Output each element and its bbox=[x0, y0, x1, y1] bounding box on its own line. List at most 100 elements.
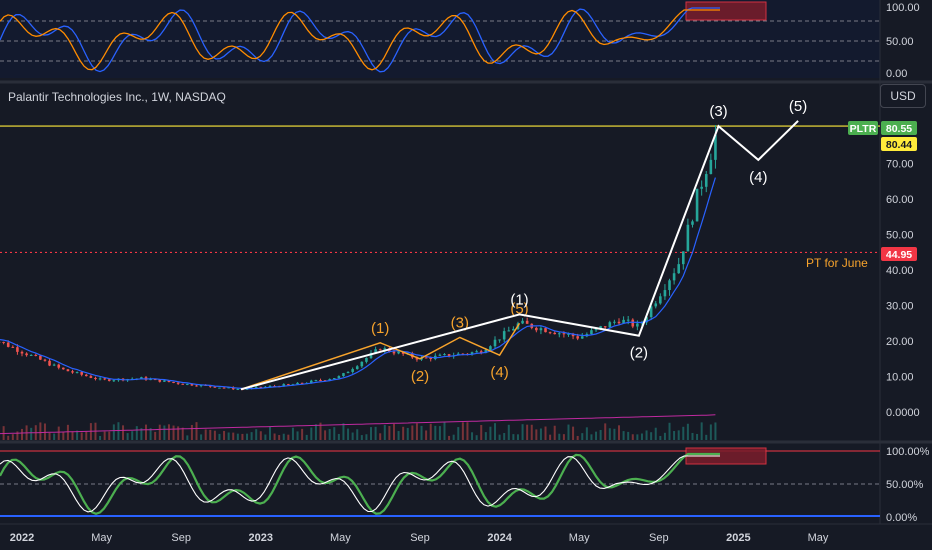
candle-body bbox=[443, 354, 446, 356]
candle-body bbox=[576, 336, 579, 339]
volume-bar bbox=[457, 427, 460, 440]
candle-body bbox=[89, 376, 93, 378]
candle-body bbox=[107, 379, 111, 381]
volume-bar bbox=[140, 428, 143, 440]
candle-body bbox=[172, 381, 175, 383]
volume-bar bbox=[425, 430, 428, 440]
price-tick-label: 70.00 bbox=[886, 159, 914, 171]
candle-body bbox=[355, 366, 359, 370]
white-wave-line bbox=[240, 120, 799, 391]
candle-body bbox=[502, 331, 506, 340]
volume-bar bbox=[471, 432, 474, 440]
orange-wave-label: (4) bbox=[490, 364, 508, 381]
top-oscillator-axis[interactable]: 100.00 50.00 0.00 bbox=[886, 2, 920, 80]
candle-body bbox=[429, 357, 433, 360]
currency-button[interactable]: USD bbox=[880, 84, 926, 108]
volume-bar bbox=[585, 427, 588, 440]
volume-bar bbox=[622, 431, 625, 440]
volume-bar bbox=[30, 427, 33, 440]
volume-bar bbox=[599, 429, 602, 440]
candle-body bbox=[594, 328, 598, 331]
volume-bar bbox=[397, 431, 400, 440]
candle-body bbox=[153, 379, 157, 381]
volume-bar bbox=[640, 433, 643, 440]
moving-average-line bbox=[0, 177, 716, 390]
volume-bar bbox=[158, 424, 161, 440]
volume-bar bbox=[535, 429, 538, 440]
volume-bar bbox=[11, 434, 14, 440]
volume-bar bbox=[232, 432, 235, 440]
volume-bars bbox=[0, 422, 717, 440]
candle-body bbox=[328, 379, 331, 381]
volume-bar bbox=[360, 435, 363, 440]
candle-body bbox=[631, 319, 635, 327]
volume-bar bbox=[567, 424, 570, 440]
price-tick-label: 10.00 bbox=[886, 372, 914, 384]
volume-bar bbox=[581, 433, 584, 440]
candle-body bbox=[378, 349, 382, 351]
time-tick-label: Sep bbox=[649, 532, 669, 544]
svg-text:80.44: 80.44 bbox=[886, 139, 912, 151]
volume-bar bbox=[213, 430, 216, 440]
volume-bar bbox=[333, 427, 336, 440]
volume-bar bbox=[448, 435, 451, 440]
volume-bar bbox=[475, 435, 478, 440]
candle-body bbox=[626, 319, 630, 321]
orange-wave-label: (5) bbox=[510, 300, 528, 317]
volume-bar bbox=[195, 422, 198, 440]
candle-body bbox=[11, 346, 15, 348]
orange-wave-label: (2) bbox=[411, 368, 429, 385]
time-axis[interactable]: 2022 May Sep 2023 May Sep 2024 May Sep 2025 May bbox=[10, 532, 829, 544]
candle-body bbox=[84, 374, 88, 377]
candle-body bbox=[149, 379, 152, 381]
volume-bar bbox=[636, 434, 639, 440]
volume-bar bbox=[209, 429, 212, 440]
candle-body bbox=[296, 382, 299, 385]
candle-body bbox=[190, 383, 194, 386]
candle-body bbox=[208, 385, 212, 387]
candle-body bbox=[654, 303, 658, 307]
volume-bar bbox=[250, 432, 253, 440]
volume-bar bbox=[108, 431, 111, 440]
top-axis-tick-label: 50.00 bbox=[886, 36, 914, 48]
time-tick-label: 2024 bbox=[487, 532, 512, 544]
price-tick-label: 0.0000 bbox=[886, 407, 920, 419]
chart-title: Palantir Technologies Inc., 1W, NASDAQ bbox=[8, 90, 226, 104]
candle-body bbox=[94, 377, 97, 380]
volume-bar bbox=[218, 433, 221, 440]
candle-body bbox=[259, 386, 263, 388]
volume-bar bbox=[149, 428, 152, 440]
candle-body bbox=[548, 332, 552, 334]
candle-body bbox=[590, 330, 593, 335]
orange-wave-label: (1) bbox=[371, 320, 389, 337]
candle-body bbox=[282, 384, 286, 387]
volume-bar bbox=[507, 424, 510, 440]
price-tick-label: 60.00 bbox=[886, 194, 914, 206]
candle-body bbox=[691, 221, 694, 225]
top-axis-tick-label: 100.00 bbox=[886, 2, 920, 14]
volume-bar bbox=[549, 434, 552, 440]
candle-body bbox=[310, 380, 313, 384]
candle-body bbox=[521, 320, 524, 324]
horizontal-lines bbox=[0, 125, 880, 254]
candle-body bbox=[75, 372, 79, 374]
candle-body bbox=[6, 342, 10, 347]
candle-body bbox=[709, 159, 713, 175]
volume-bar bbox=[411, 425, 414, 440]
volume-bar bbox=[539, 428, 542, 440]
candle-body bbox=[62, 367, 65, 370]
last-price-tag: PLTR 80.55 bbox=[848, 121, 917, 135]
volume-bar bbox=[259, 431, 262, 440]
volume-bar bbox=[76, 430, 79, 440]
candle-body bbox=[383, 348, 387, 351]
candle-body bbox=[186, 383, 189, 385]
candle-body bbox=[199, 384, 203, 387]
time-tick-label: Sep bbox=[410, 532, 430, 544]
bottom-oscillator-axis[interactable]: 100.00% 50.00% 0.00% bbox=[886, 446, 930, 524]
candle-body bbox=[599, 326, 602, 329]
candle-body bbox=[562, 333, 566, 335]
candle-body bbox=[319, 380, 322, 382]
volume-bar bbox=[434, 425, 437, 440]
orange-wave-line bbox=[240, 322, 521, 391]
